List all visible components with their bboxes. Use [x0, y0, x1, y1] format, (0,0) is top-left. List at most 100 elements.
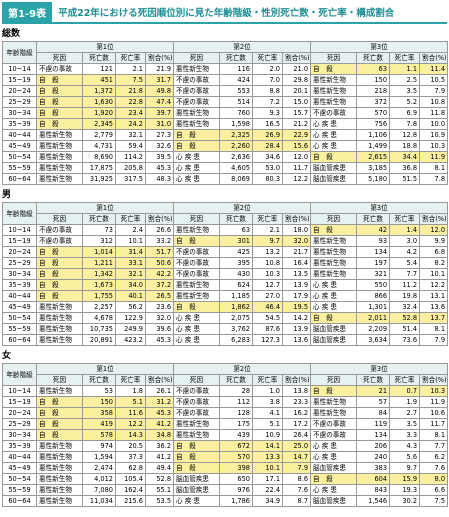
cell: 自 殺 [310, 63, 358, 75]
rank-header: 第1位 [35, 41, 175, 53]
cell: 悪性新生物 [36, 462, 83, 474]
cell: 34.0 [115, 279, 146, 291]
cell: 51.5 [389, 173, 421, 185]
cell: 9.3 [252, 107, 284, 119]
cell: 56.2 [115, 301, 146, 313]
cell: 11.9 [419, 396, 449, 408]
cell: 1,342 [82, 268, 116, 280]
data-table: 年齢階級 第1位 第2位 第3位 死因 死亡数 死亡率 割合(%) 死因 死亡数 死亡率 割合(%) 死… [2, 202, 449, 346]
cell: 心 疾 患 [173, 162, 221, 174]
cell: 121 [82, 63, 116, 75]
cell: 自 殺 [36, 246, 83, 258]
cell: 570 [219, 451, 254, 463]
cell: 悪性新生物 [36, 151, 83, 163]
cell: 18.8 [389, 140, 421, 152]
cell: 53 [82, 385, 116, 397]
cell: 自 殺 [36, 407, 83, 419]
rank-header: 第1位 [35, 363, 175, 375]
cell: 自 殺 [36, 279, 83, 291]
cell: 395 [219, 257, 254, 269]
cell: 20.1 [282, 85, 312, 97]
rank-header: 第1位 [35, 202, 175, 214]
header: 第1-9表 平成22年における死因順位別に見た年齢階級・性別死亡数・死亡率・構成… [2, 1, 447, 24]
header-row: 年齢階級 第1位 第2位 第3位 [2, 363, 449, 386]
age-cell: 60~64 [2, 334, 37, 346]
cell: 9.7 [252, 235, 284, 247]
age-cell: 60~64 [2, 495, 37, 507]
data-row: 35~39 自 殺 2,345 24.2 31.0 悪性新生物 1,598 16.5 21.2 心… [2, 118, 449, 130]
cell: 46.4 [252, 301, 284, 313]
cell: 215.6 [115, 495, 146, 507]
cell: 10.8 [252, 257, 284, 269]
cell: 32.0 [144, 312, 175, 324]
data-row: 45~49 悪性新生物 2,257 56.2 23.6 自 殺 1,862 46.4 19.5 心… [2, 301, 449, 313]
data-row: 10~14 不慮の事故 73 2.4 26.6 悪性新生物 63 2.1 18.0 自 殺 42 1.… [2, 224, 449, 236]
age-cell: 20~24 [2, 407, 37, 419]
cell: 自 殺 [310, 312, 358, 324]
cell: 11.4 [419, 63, 449, 75]
sub-header: 死亡数 [356, 52, 391, 64]
cell: 398 [219, 462, 254, 474]
age-cell: 20~24 [2, 246, 37, 258]
data-row: 15~19 不慮の事故 312 10.1 33.2 自 殺 301 9.7 32.0 悪性新生物 9… [2, 235, 449, 247]
section: 女年齢階級 第1位 第2位 第3位 死因 死亡数 死亡率 割合(%) 死因 死亡数 死亡率 割合(%)… [2, 349, 449, 507]
sub-header: 死亡数 [82, 52, 116, 64]
cell: 40.1 [115, 290, 146, 302]
cell: 心 疾 患 [173, 323, 221, 335]
cell: 自 殺 [173, 462, 221, 474]
cell: 8.1 [419, 323, 449, 335]
cell: 3.8 [252, 396, 284, 408]
cell: 自 殺 [36, 118, 83, 130]
cell: 心 疾 患 [310, 129, 358, 141]
cell: 不慮の事故 [173, 246, 221, 258]
cell: 41.2 [144, 418, 175, 430]
cell: 32.1 [115, 268, 146, 280]
cell: 317.5 [115, 173, 146, 185]
cell: 1.1 [389, 63, 421, 75]
cell: 15.7 [282, 107, 312, 119]
cell: 197 [356, 257, 391, 269]
data-row: 55~59 悪性新生物 17,875 205.8 45.3 心 疾 患 4,605 53.0 1… [2, 162, 449, 174]
cell: 31.2 [144, 396, 175, 408]
age-cell: 25~29 [2, 418, 37, 430]
cell: 22.8 [115, 96, 146, 108]
cell: 4.2 [389, 246, 421, 258]
cell: 不慮の事故 [36, 235, 83, 247]
age-cell: 30~34 [2, 107, 37, 119]
cell: 3,762 [219, 323, 254, 335]
cell: 2.4 [115, 224, 146, 236]
cell: 37.3 [115, 451, 146, 463]
age-cell: 60~64 [2, 173, 37, 185]
age-cell: 30~34 [2, 429, 37, 441]
cell: 570 [356, 107, 391, 119]
cell: 26.9 [252, 129, 284, 141]
cell: 7.6 [282, 484, 312, 496]
cell: 17.1 [252, 473, 284, 485]
cell: 12.0 [282, 151, 312, 163]
cell: 424 [219, 74, 254, 86]
cell: 不慮の事故 [173, 385, 221, 397]
cell: 13.8 [282, 385, 312, 397]
cell: 451 [82, 74, 116, 86]
cell: 自 殺 [310, 224, 358, 236]
cell: 7,080 [82, 484, 116, 496]
cell: 30.2 [389, 495, 421, 507]
cell: 84 [356, 407, 391, 419]
cell: 55.1 [144, 484, 175, 496]
cell: 自 殺 [310, 151, 358, 163]
cell: 17,875 [82, 162, 116, 174]
cell: 悪性新生物 [173, 429, 221, 441]
cell: 11.6 [115, 407, 146, 419]
cell: 321 [356, 268, 391, 280]
cell: 1.0 [252, 385, 284, 397]
data-row: 25~29 自 殺 419 12.2 41.2 悪性新生物 175 5.1 17.2 不慮の事故 1… [2, 418, 449, 430]
cell: 312 [82, 235, 116, 247]
cell: 976 [219, 484, 254, 496]
cell: 37.2 [144, 279, 175, 291]
cell: 悪性新生物 [310, 407, 358, 419]
sub-header: 死亡率 [252, 213, 284, 225]
cell: 20,891 [82, 334, 116, 346]
cell: 843 [356, 484, 391, 496]
age-cell: 50~54 [2, 312, 37, 324]
age-header: 年齢階級 [2, 363, 37, 386]
